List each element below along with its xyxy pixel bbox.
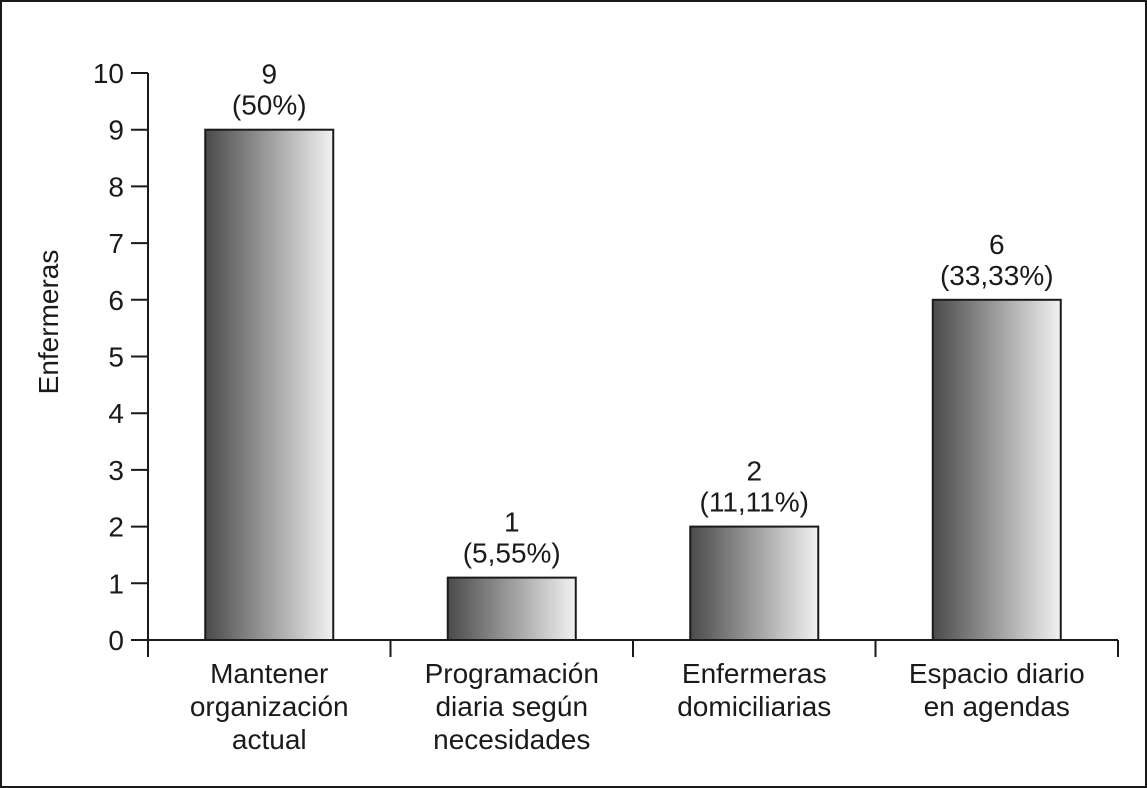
data-labels: 9(50%) 1(5,55%) 2(11,11%) 6(33,33%) [232,59,1054,569]
y-tick-label: 9 [108,115,124,146]
category-label: diaria según [435,691,588,722]
category-label: Enfermeras [682,658,827,689]
y-axis-label: Enfermeras [33,250,64,395]
y-tick-label: 7 [108,228,124,259]
y-tick-label: 1 [108,568,124,599]
bar [204,128,335,641]
data-label-percent: (11,11%) [700,487,809,518]
data-label-percent: (33,33%) [940,260,1054,291]
y-tick-label: 6 [108,285,124,316]
y-tick-label: 10 [93,58,124,89]
y-tick-label: 8 [108,171,124,202]
bar [931,298,1062,641]
category-label: organización [190,691,349,722]
data-label-count: 9 [261,59,277,90]
bars [204,128,1062,642]
bar [446,576,577,642]
bar [689,525,820,641]
y-tick-label: 4 [108,398,124,429]
data-label-count: 1 [504,507,520,538]
y-tick-label: 2 [108,512,124,543]
data-label-count: 2 [746,456,762,487]
y-tick-label: 5 [108,342,124,373]
data-label-percent: (5,55%) [463,538,561,569]
y-tick-label: 3 [108,455,124,486]
category-label: Mantener [210,658,328,689]
category-label: en agendas [924,691,1070,722]
category-label: actual [232,724,307,755]
category-label: necesidades [433,724,590,755]
data-label-percent: (50%) [232,90,307,121]
y-tick-label: 0 [108,625,124,656]
data-label-count: 6 [989,229,1005,260]
category-label: Espacio diario [909,658,1085,689]
category-label: domiciliarias [677,691,831,722]
category-label: Programación [425,658,599,689]
